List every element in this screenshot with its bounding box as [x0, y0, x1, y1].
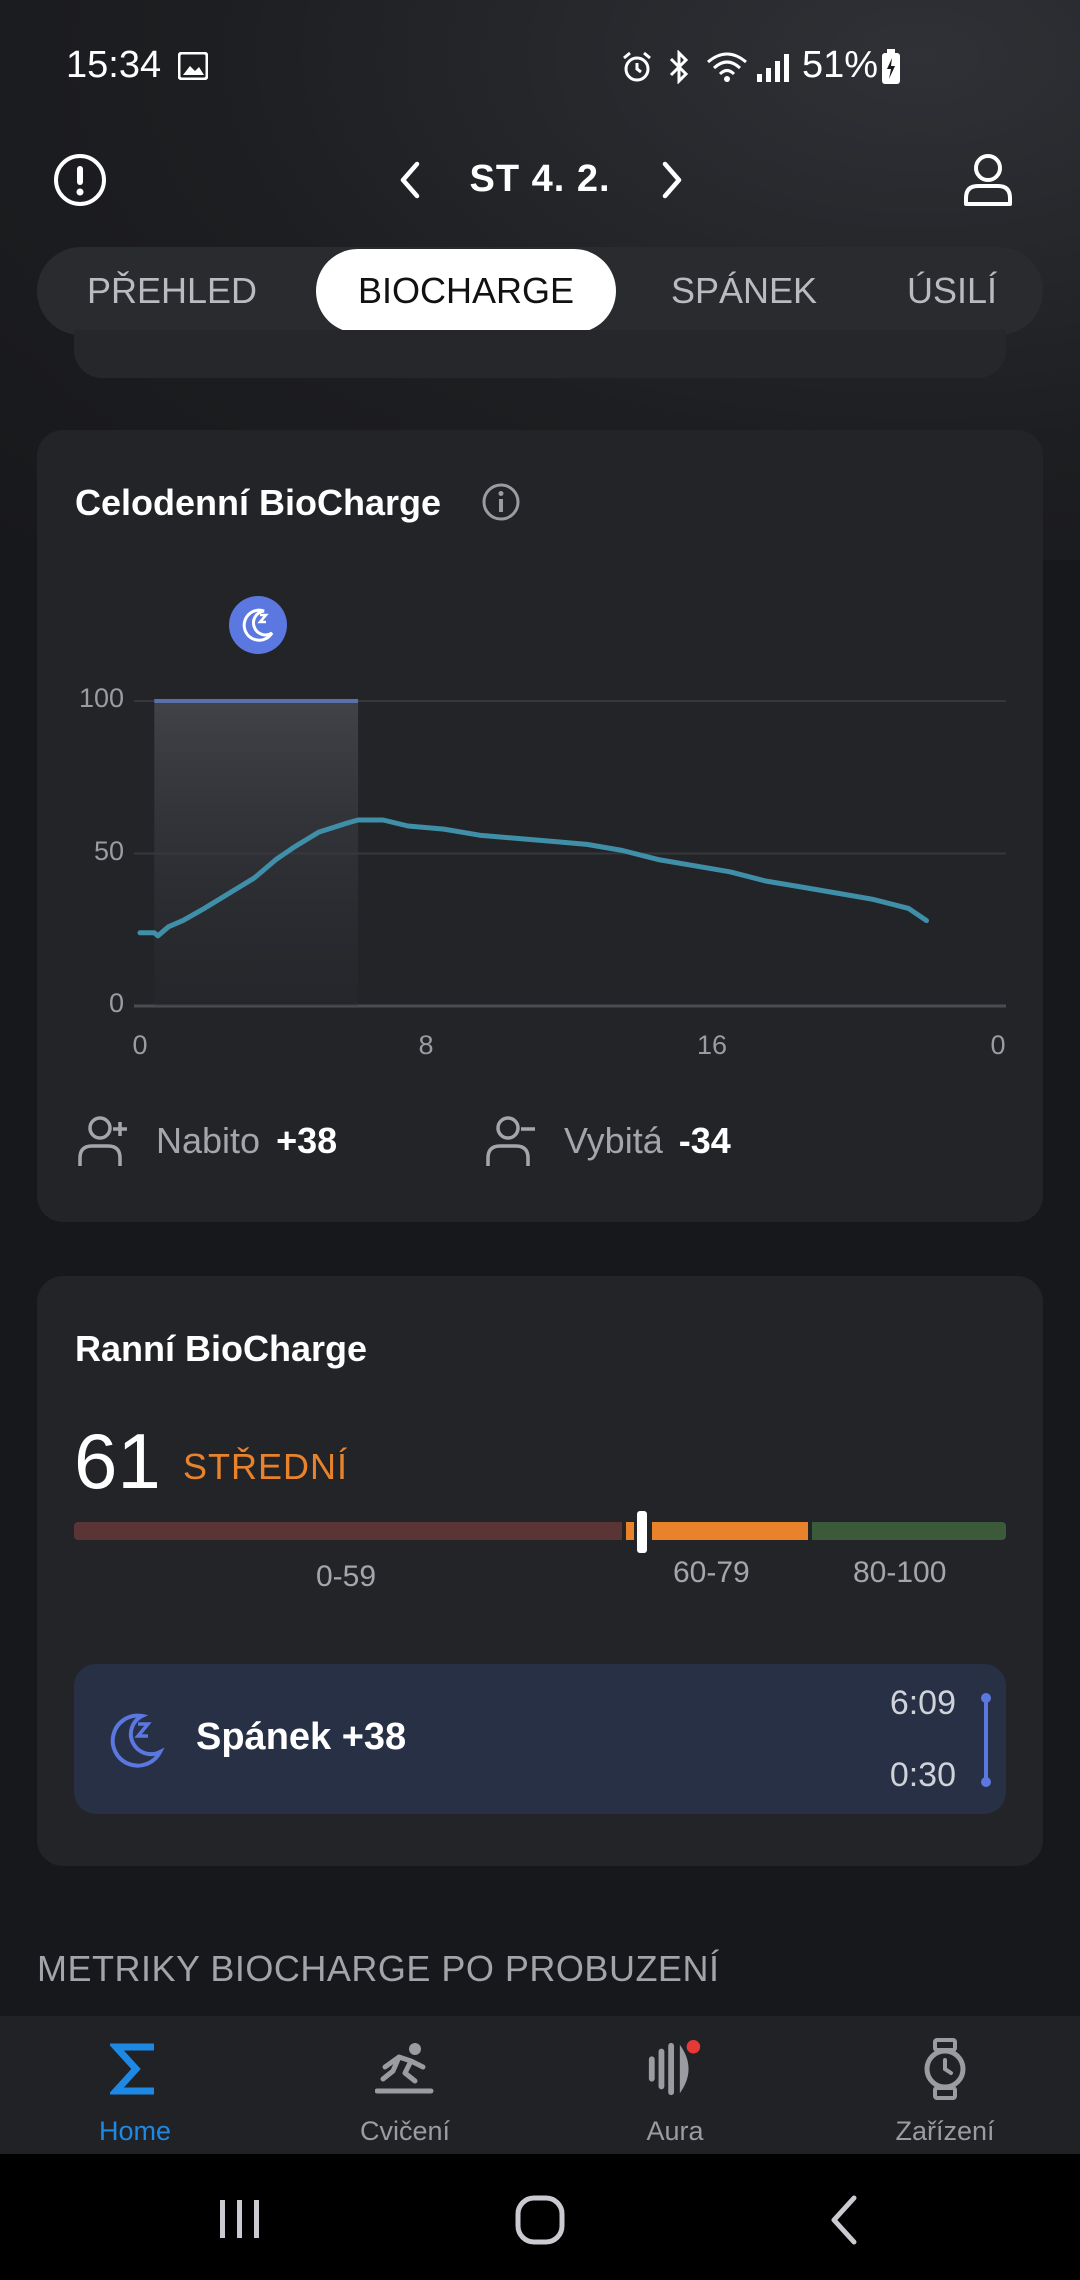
notification-badge: [686, 2039, 701, 2054]
biocharge-chart: [134, 699, 1006, 1008]
sleep-moon-icon: [110, 1713, 165, 1768]
charged-value: +38: [276, 1120, 338, 1161]
sleep-start-time: 6:09: [889, 1684, 956, 1722]
profile-icon: [964, 154, 1012, 206]
range-bar-high: [812, 1522, 1006, 1540]
home-icon: [515, 2195, 565, 2245]
tab-prehled[interactable]: PŘEHLED: [86, 270, 258, 311]
back-button[interactable]: [820, 2192, 870, 2248]
range-label-high: 80-100: [853, 1556, 947, 1589]
nav-home-label: Home: [98, 2116, 172, 2146]
previous-day-button[interactable]: [374, 144, 446, 216]
drained-label: Vybitá: [564, 1120, 663, 1161]
back-icon: [831, 2195, 857, 2245]
person-minus-icon: [486, 1116, 535, 1166]
nav-workout-label: Cvičení: [359, 2116, 451, 2146]
tab-biocharge[interactable]: BIOCHARGE: [316, 249, 616, 333]
info-icon: [482, 483, 520, 521]
x-tick-label: 8: [418, 1030, 434, 1060]
recents-icon: [220, 2200, 259, 2238]
recents-button[interactable]: [210, 2194, 270, 2244]
range-bar-mid-left: [626, 1522, 634, 1540]
nav-workout[interactable]: Cvičení: [270, 2016, 540, 2154]
range-label-mid: 60-79: [673, 1556, 750, 1589]
battery-percent: 51%: [802, 44, 879, 86]
watch-icon: [924, 2038, 966, 2100]
y-tick-label: 100: [78, 683, 124, 713]
nav-home[interactable]: Home: [0, 2016, 270, 2154]
daily-biocharge-title: Celodenní BioCharge: [75, 482, 442, 523]
workout-icon: [375, 2043, 434, 2094]
system-navigation-bar: [0, 2154, 1080, 2280]
nav-device-label: Zařízení: [895, 2116, 995, 2146]
x-tick-label: 16: [696, 1030, 728, 1060]
alarm-icon: [623, 51, 651, 82]
morning-level: STŘEDNÍ: [183, 1446, 349, 1487]
aura-icon: [648, 2039, 701, 2096]
x-tick-label: 0: [132, 1030, 148, 1060]
bottom-navigation: Home Cvičení Aura: [0, 2016, 1080, 2154]
profile-button[interactable]: [952, 144, 1024, 216]
range-bar-mid: [652, 1522, 808, 1540]
y-tick-label: 50: [93, 835, 124, 866]
battery-charging-icon: [882, 49, 900, 84]
nav-aura-label: Aura: [646, 2116, 704, 2146]
alert-icon: [54, 154, 106, 206]
biocharge-line: [137, 817, 929, 939]
wifi-icon: [707, 52, 747, 82]
chevron-left-icon: [400, 161, 420, 199]
section-header: METRIKY BIOCHARGE PO PROBUZENÍ: [37, 1948, 720, 1989]
y-tick-label: 0: [108, 988, 124, 1018]
sleep-row[interactable]: Spánek +38 6:09 0:30: [74, 1664, 1006, 1814]
tab-spanek[interactable]: SPÁNEK: [670, 270, 818, 311]
range-bar-low: [74, 1522, 622, 1540]
sleep-end-time: 0:30: [889, 1756, 956, 1794]
drained-stat: Vybitá -34: [484, 1106, 731, 1176]
tab-bar: PŘEHLED BIOCHARGE SPÁNEK ÚSILÍ: [37, 247, 1043, 335]
morning-score: 61: [74, 1417, 161, 1505]
person-plus-icon: [78, 1116, 127, 1166]
sleep-moon-icon: [242, 608, 274, 642]
status-time: 15:34: [66, 44, 162, 86]
nav-aura[interactable]: Aura: [540, 2016, 810, 2154]
image-icon: [178, 52, 208, 80]
sleep-period-band: [154, 701, 359, 1006]
signal-icon: [757, 54, 789, 82]
charged-label: Nabito: [156, 1120, 261, 1161]
home-button[interactable]: [512, 2192, 568, 2248]
sleep-timeline: [981, 1693, 991, 1787]
range-label-low: 0-59: [316, 1560, 377, 1593]
alert-button[interactable]: [44, 144, 116, 216]
score-marker: [637, 1511, 647, 1553]
x-tick-label: 0: [990, 1030, 1006, 1060]
sleep-marker[interactable]: [229, 596, 287, 654]
next-day-button[interactable]: [636, 144, 708, 216]
info-button[interactable]: [481, 482, 521, 522]
bluetooth-icon: [669, 50, 689, 84]
date-label: ST 4. 2.: [469, 158, 611, 200]
sigma-icon: [110, 2043, 154, 2095]
previous-card-edge: [74, 330, 1006, 378]
tab-usili[interactable]: ÚSILÍ: [906, 270, 998, 311]
status-bar: 15:34 51%: [0, 0, 1080, 135]
drained-value: -34: [678, 1120, 731, 1161]
chevron-right-icon: [662, 161, 682, 199]
charged-stat: Nabito +38: [76, 1106, 337, 1176]
sleep-label: Spánek +38: [196, 1716, 407, 1758]
nav-device[interactable]: Zařízení: [810, 2016, 1080, 2154]
morning-biocharge-title: Ranní BioCharge: [75, 1328, 368, 1369]
